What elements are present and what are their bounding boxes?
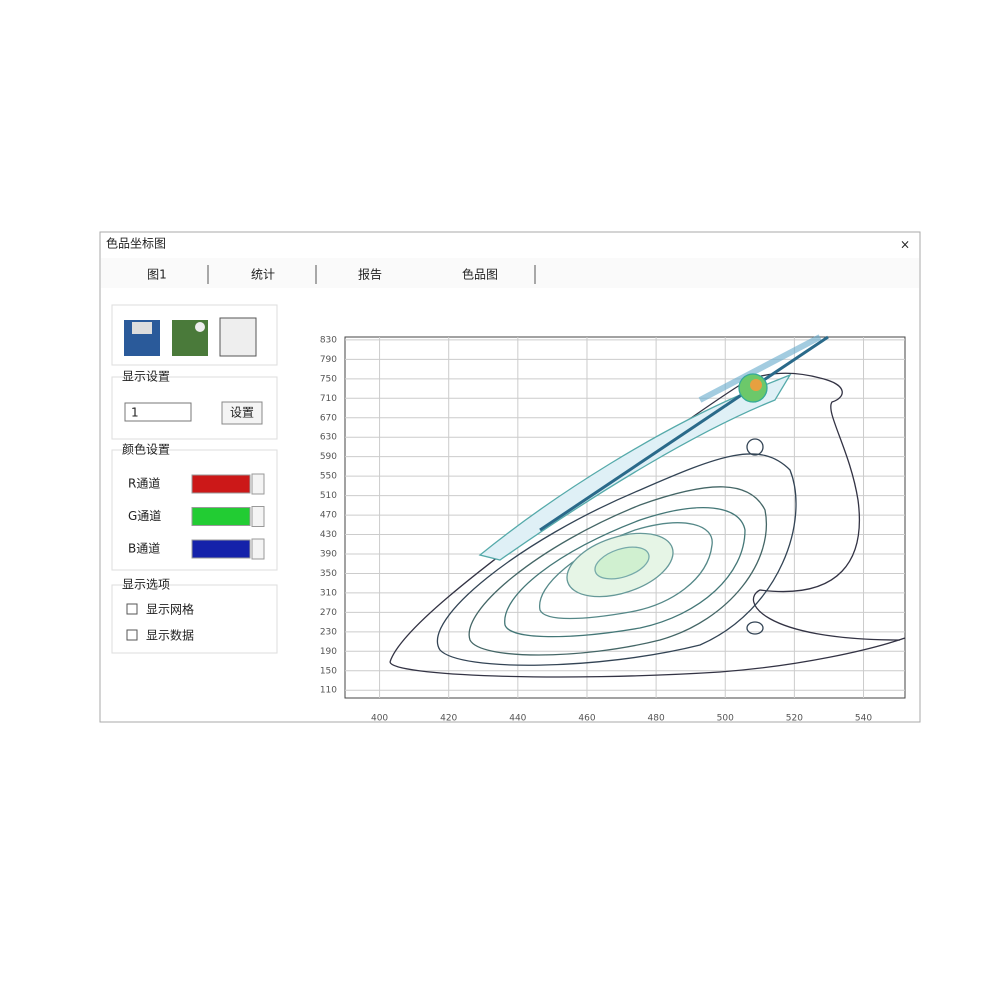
contour — [389, 637, 906, 678]
contour — [436, 453, 797, 666]
checkbox-label: 显示网格 — [146, 602, 194, 617]
x-tick-label: 500 — [717, 714, 734, 724]
y-tick-label: 830 — [320, 335, 337, 345]
tab-bar — [101, 258, 919, 288]
tab[interactable]: 色品图 — [462, 268, 498, 282]
x-tick-label: 540 — [855, 714, 872, 724]
contours — [389, 334, 906, 678]
y-tick-label: 310 — [320, 588, 337, 598]
checkbox-label: 显示数据 — [146, 628, 194, 643]
group-box — [111, 449, 278, 571]
dropdown[interactable] — [124, 402, 192, 422]
contour — [504, 507, 746, 638]
color-label: G通道 — [128, 509, 161, 523]
button-label: 设置 — [230, 406, 254, 420]
y-tick-label: 110 — [320, 686, 337, 696]
y-tick-label: 670 — [320, 413, 337, 423]
y-tick-label: 190 — [320, 647, 337, 657]
toolbar-box — [111, 304, 278, 366]
color-swatch[interactable] — [191, 474, 251, 494]
y-tick-label: 270 — [320, 608, 337, 618]
y-tick-label: 470 — [320, 511, 337, 521]
plot-area — [344, 336, 906, 699]
tab[interactable]: 统计 — [251, 268, 275, 282]
dropdown-value: 1 — [131, 406, 139, 420]
checkbox[interactable] — [126, 603, 138, 615]
color-swatch[interactable] — [191, 539, 251, 559]
y-tick-label: 590 — [320, 452, 337, 462]
ridge-line — [539, 335, 829, 532]
y-tick-label: 790 — [320, 355, 337, 365]
color-swatch[interactable] — [191, 507, 251, 526]
peak-core — [750, 379, 762, 391]
group-box — [111, 584, 278, 654]
contour — [746, 438, 764, 456]
close-button[interactable]: × — [900, 238, 910, 252]
color-label: B通道 — [128, 542, 160, 556]
x-tick-label: 480 — [648, 714, 665, 724]
image-icon-sun — [195, 322, 205, 332]
color-dropdown[interactable] — [251, 506, 265, 527]
color-dropdown[interactable] — [251, 473, 265, 495]
y-tick-label: 510 — [320, 491, 337, 501]
y-tick-label: 230 — [320, 627, 337, 637]
contour — [594, 546, 650, 580]
group-title: 显示设置 — [122, 370, 170, 384]
save-icon-label — [132, 322, 152, 334]
x-tick-label: 520 — [786, 714, 803, 724]
y-tick-label: 150 — [320, 666, 337, 676]
y-tick-label: 390 — [320, 549, 337, 559]
group-box — [111, 376, 278, 440]
button[interactable] — [221, 401, 263, 425]
window-title: 色品坐标图 — [106, 237, 166, 251]
x-tick-label: 460 — [578, 714, 595, 724]
tab[interactable]: 图1 — [147, 268, 167, 282]
group-title: 颜色设置 — [122, 442, 170, 457]
x-tick-label: 400 — [371, 714, 388, 724]
color-label: R通道 — [128, 477, 160, 491]
y-tick-label: 710 — [320, 394, 337, 404]
x-tick-label: 420 — [440, 714, 457, 724]
x-tick-label: 440 — [509, 714, 526, 724]
checkbox[interactable] — [126, 629, 138, 641]
color-dropdown[interactable] — [251, 538, 265, 560]
y-tick-label: 750 — [320, 374, 337, 384]
contour — [468, 486, 767, 656]
y-tick-label: 630 — [320, 433, 337, 443]
y-tick-label: 350 — [320, 569, 337, 579]
print-icon[interactable] — [219, 317, 257, 357]
ridge-band — [698, 334, 822, 403]
y-tick-label: 550 — [320, 472, 337, 482]
contour — [746, 621, 764, 635]
tab[interactable]: 报告 — [358, 267, 382, 282]
group-title: 显示选项 — [122, 578, 170, 592]
y-tick-label: 430 — [320, 530, 337, 540]
